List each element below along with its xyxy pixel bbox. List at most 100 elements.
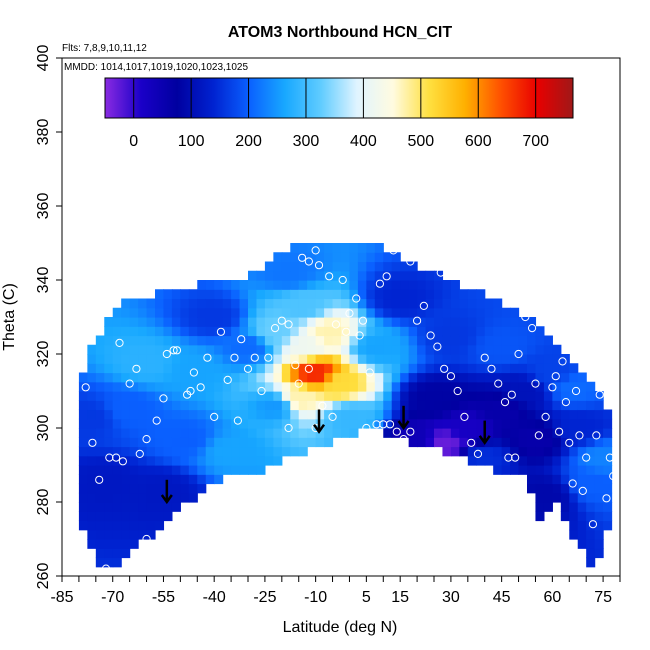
heatmap-cell bbox=[552, 492, 562, 503]
heatmap-cell bbox=[442, 289, 452, 300]
heatmap-cell bbox=[281, 391, 291, 401]
heatmap-cell bbox=[332, 335, 342, 346]
heatmap-cell bbox=[417, 363, 427, 374]
heatmap-cell bbox=[214, 363, 224, 374]
heatmap-cell bbox=[408, 326, 418, 337]
heatmap-cell bbox=[341, 335, 351, 346]
heatmap-cell bbox=[214, 372, 224, 383]
heatmap-cell bbox=[121, 446, 131, 457]
heatmap-cell bbox=[374, 317, 384, 327]
heatmap-cell bbox=[366, 326, 376, 337]
heatmap-cell bbox=[95, 363, 105, 374]
heatmap-cell bbox=[222, 335, 232, 346]
heatmap-cell bbox=[298, 298, 308, 309]
heatmap-cell bbox=[450, 363, 460, 374]
heatmap-cell bbox=[290, 326, 300, 337]
heatmap-cell bbox=[315, 289, 325, 300]
heatmap-cell bbox=[594, 409, 604, 420]
observation-point bbox=[575, 431, 584, 440]
heatmap-cell bbox=[290, 428, 300, 438]
x-tick-label: 60 bbox=[543, 589, 561, 606]
heatmap-cell bbox=[290, 270, 300, 281]
heatmap-cell bbox=[510, 372, 520, 383]
heatmap-cell bbox=[180, 409, 190, 420]
heatmap-cell bbox=[273, 418, 283, 429]
heatmap-cell bbox=[400, 428, 410, 438]
heatmap-cell bbox=[129, 409, 139, 420]
heatmap-cell bbox=[95, 372, 105, 383]
heatmap-cell bbox=[239, 335, 249, 346]
heatmap-cell bbox=[315, 381, 325, 392]
heatmap-cell bbox=[484, 418, 494, 429]
heatmap-cell bbox=[527, 455, 537, 466]
heatmap-cell bbox=[307, 261, 317, 272]
heatmap-cell bbox=[264, 307, 274, 318]
heatmap-cell bbox=[104, 474, 114, 485]
heatmap-cell bbox=[163, 502, 173, 512]
heatmap-cell bbox=[273, 252, 283, 263]
observation-point bbox=[210, 412, 219, 421]
heatmap-cell bbox=[155, 381, 165, 392]
heatmap-cell bbox=[307, 270, 317, 281]
x-tick-label: -10 bbox=[304, 589, 327, 606]
heatmap-cell bbox=[603, 520, 613, 531]
heatmap-cell bbox=[256, 335, 266, 346]
heatmap-cell bbox=[146, 317, 156, 327]
heatmap-cell bbox=[180, 446, 190, 457]
heatmap-cell bbox=[425, 344, 435, 355]
heatmap-cell bbox=[205, 289, 215, 300]
heatmap-cell bbox=[459, 289, 469, 300]
heatmap-cell bbox=[484, 381, 494, 392]
heatmap-cell bbox=[214, 455, 224, 466]
heatmap-cell bbox=[467, 363, 477, 374]
heatmap-cell bbox=[357, 335, 367, 346]
heatmap-cell bbox=[383, 344, 393, 355]
heatmap-cell bbox=[450, 298, 460, 309]
observation-point bbox=[558, 357, 567, 366]
heatmap-cell bbox=[307, 317, 317, 327]
heatmap-cell bbox=[273, 400, 283, 411]
heatmap-cell bbox=[180, 474, 190, 485]
observation-point bbox=[534, 431, 543, 440]
heatmap-cell bbox=[180, 317, 190, 327]
heatmap-cell bbox=[264, 326, 274, 337]
heatmap-cell bbox=[374, 354, 384, 364]
heatmap-cell bbox=[290, 317, 300, 327]
heatmap-cell bbox=[383, 261, 393, 272]
heatmap-cell bbox=[476, 354, 486, 364]
heatmap-cell bbox=[78, 437, 88, 448]
heatmap-cell bbox=[535, 372, 545, 383]
heatmap-cell bbox=[264, 354, 274, 364]
observation-point bbox=[358, 316, 368, 325]
heatmap-cell bbox=[459, 381, 469, 392]
heatmap-cell bbox=[155, 437, 165, 448]
heatmap-cell bbox=[493, 335, 503, 346]
observation-point bbox=[101, 564, 111, 573]
heatmap-cell bbox=[205, 335, 215, 346]
heatmap-cell bbox=[586, 483, 596, 494]
heatmap-cell bbox=[298, 335, 308, 346]
heatmap-cell bbox=[510, 307, 520, 318]
observation-point bbox=[561, 335, 570, 344]
heatmap-cell bbox=[442, 326, 452, 337]
heatmap-cell bbox=[349, 381, 359, 392]
heatmap-cell bbox=[239, 354, 249, 364]
heatmap-cell bbox=[231, 344, 241, 355]
heatmap-cell bbox=[239, 317, 249, 327]
heatmap-cell bbox=[425, 409, 435, 420]
heatmap-cell bbox=[450, 372, 460, 383]
heatmap-cell bbox=[231, 428, 241, 438]
observation-point bbox=[531, 379, 540, 388]
heatmap-cell bbox=[155, 409, 165, 420]
heatmap-cell bbox=[290, 344, 300, 355]
heatmap-cell bbox=[248, 326, 258, 337]
heatmap-cell bbox=[197, 474, 207, 485]
heatmap-cell bbox=[543, 400, 553, 411]
heatmap-cell bbox=[552, 391, 562, 401]
heatmap-cell bbox=[248, 409, 258, 420]
heatmap-cell bbox=[298, 409, 308, 420]
heatmap-cell bbox=[510, 418, 520, 429]
heatmap-cell bbox=[408, 289, 418, 300]
heatmap-cell bbox=[163, 455, 173, 466]
tropopause-arrow bbox=[397, 405, 410, 431]
